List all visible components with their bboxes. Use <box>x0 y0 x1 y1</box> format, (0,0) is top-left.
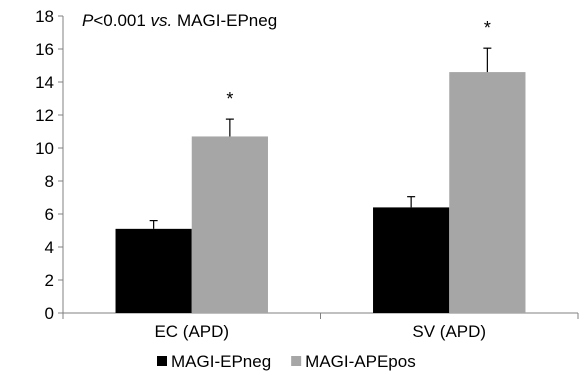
legend-swatch-magi-epneg <box>157 356 167 366</box>
legend-swatch-magi-apepos <box>291 356 302 366</box>
bar-magi-epneg <box>373 207 450 313</box>
y-tick-label: 10 <box>35 139 54 158</box>
y-tick-label: 2 <box>45 271 54 290</box>
bar-magi-apepos <box>449 72 526 313</box>
y-tick-label: 12 <box>35 106 54 125</box>
annotation-threshold: <0.001 <box>93 11 150 30</box>
legend-label: MAGI-APEpos <box>305 352 416 371</box>
bar-magi-apepos <box>191 136 268 313</box>
legend-label: MAGI-EPneg <box>171 352 271 371</box>
annotation-vs: vs. <box>151 11 173 30</box>
x-category-label: EC (APD) <box>154 322 229 341</box>
y-tick-label: 18 <box>35 7 54 26</box>
y-tick-label: 8 <box>45 172 54 191</box>
annotation-p: P <box>82 11 94 30</box>
y-tick-label: 0 <box>45 304 54 323</box>
x-axis: EC (APD) SV (APD) <box>62 312 579 341</box>
significance-star: * <box>226 89 233 109</box>
bars: ** <box>115 18 526 313</box>
x-category-label: SV (APD) <box>412 322 486 341</box>
y-tick-label: 6 <box>45 205 54 224</box>
bar-magi-epneg <box>115 228 192 313</box>
y-tick-label: 16 <box>35 40 54 59</box>
annotation-reference: MAGI-EPneg <box>172 11 277 30</box>
significance-annotation: P<0.001 vs. MAGI-EPneg <box>82 11 277 30</box>
y-tick-label: 4 <box>45 238 54 257</box>
y-tick-label: 14 <box>35 73 54 92</box>
legend: MAGI-EPneg MAGI-APEpos <box>157 352 416 371</box>
y-axis: 0 2 4 6 8 10 12 14 16 18 <box>35 7 64 323</box>
significance-star: * <box>484 18 491 38</box>
